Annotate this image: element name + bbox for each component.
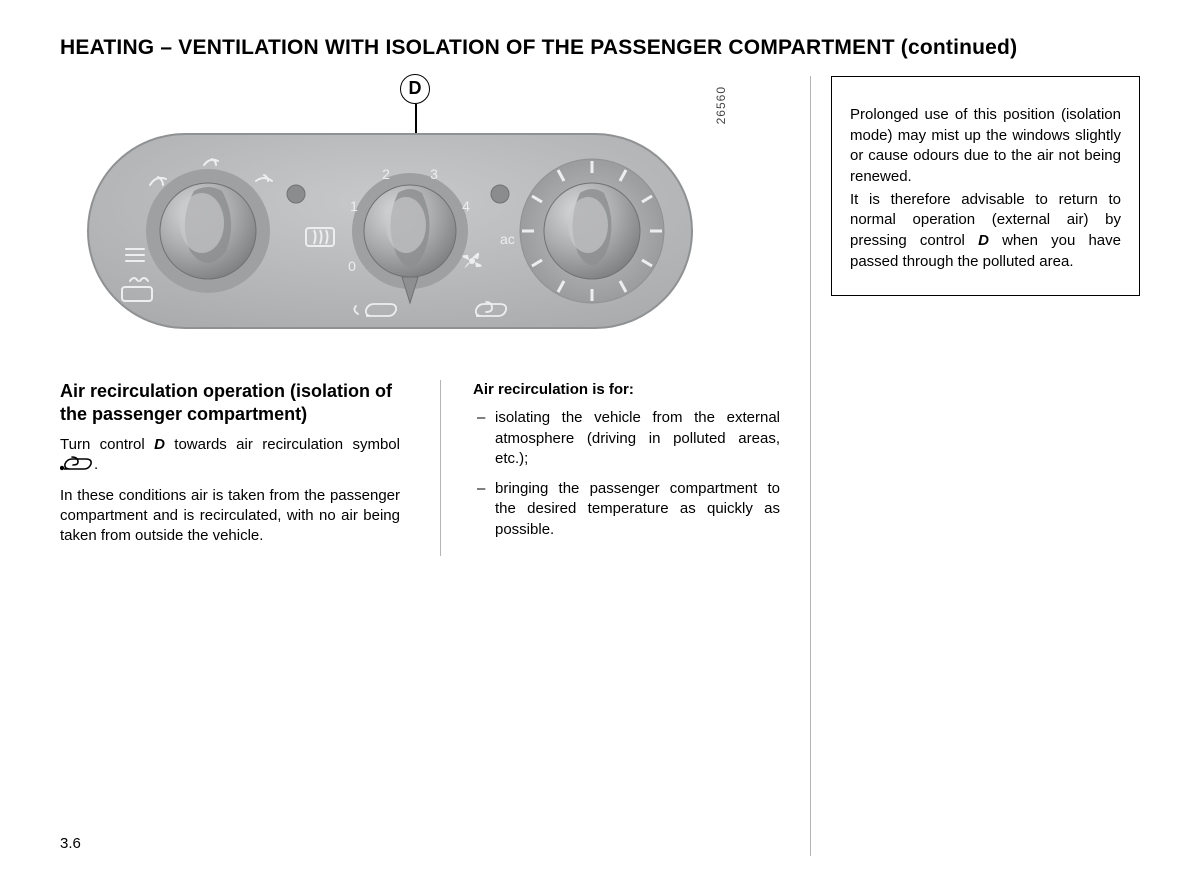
page-title: HEATING – VENTILATION WITH ISOLATION OF … bbox=[60, 36, 1140, 60]
manual-page: HEATING – VENTILATION WITH ISOLATION OF … bbox=[0, 0, 1200, 888]
column-middle: Air recirculation is for: isolating the … bbox=[440, 380, 780, 556]
svg-text:3: 3 bbox=[430, 166, 438, 182]
para1-part-c: . bbox=[94, 456, 98, 473]
right-block: Prolonged use of this position (isolatio… bbox=[810, 76, 1140, 856]
ac-label: ac bbox=[500, 231, 515, 247]
note-para2: It is therefore advisable to return to n… bbox=[850, 190, 1121, 273]
recirc-for-list: isolating the vehicle from the external … bbox=[473, 408, 780, 540]
left-block: D 26560 bbox=[60, 76, 810, 856]
climate-panel-figure: D 26560 bbox=[60, 76, 720, 366]
list-item: isolating the vehicle from the external … bbox=[473, 408, 780, 469]
svg-text:2: 2 bbox=[382, 166, 390, 182]
para1-part-b: towards air recirculation symbol bbox=[165, 436, 400, 453]
note-para1: Prolonged use of this position (isolatio… bbox=[850, 105, 1121, 188]
control-letter-d: D bbox=[154, 436, 165, 453]
text-columns: Air recirculation operation (isolation o… bbox=[60, 366, 810, 556]
image-code: 26560 bbox=[714, 86, 728, 124]
page-number: 3.6 bbox=[60, 835, 81, 852]
svg-text:0: 0 bbox=[348, 258, 356, 274]
content-row: D 26560 bbox=[60, 76, 1140, 856]
para1-part-a: Turn control bbox=[60, 436, 154, 453]
control-letter-d: D bbox=[978, 232, 989, 249]
air-recirc-heading: Air recirculation operation (isolation o… bbox=[60, 380, 400, 425]
climate-panel-svg: 0 1 2 3 4 ac bbox=[80, 106, 700, 356]
svg-text:4: 4 bbox=[462, 198, 470, 214]
recirc-for-heading: Air recirculation is for: bbox=[473, 380, 780, 400]
air-recirc-para2: In these conditions air is taken from th… bbox=[60, 486, 400, 547]
svg-text:1: 1 bbox=[350, 198, 358, 214]
list-item: bringing the passenger compartment to th… bbox=[473, 479, 780, 540]
column-left: Air recirculation operation (isolation o… bbox=[60, 380, 400, 556]
air-recirc-para1: Turn control D towards air recirculation… bbox=[60, 435, 400, 476]
recirculation-icon bbox=[60, 456, 94, 473]
advisory-note-box: Prolonged use of this position (isolatio… bbox=[831, 76, 1140, 296]
callout-label-d: D bbox=[400, 74, 430, 104]
